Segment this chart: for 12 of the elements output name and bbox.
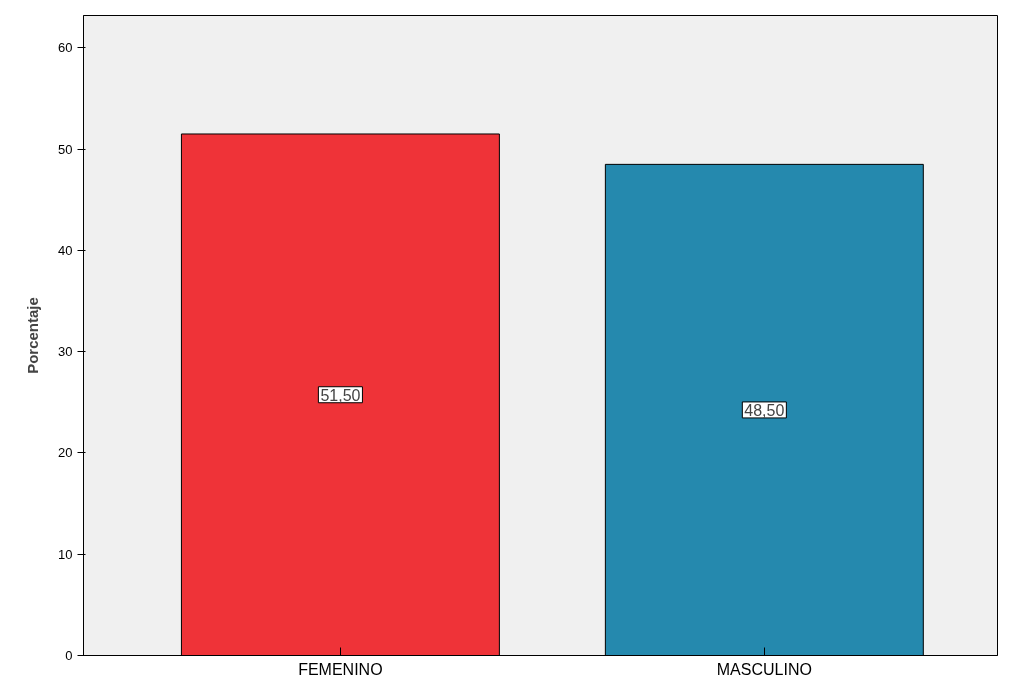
y-tick-label: 20 xyxy=(58,445,73,461)
y-axis-title: Porcentaje xyxy=(24,297,42,374)
y-tick-label: 10 xyxy=(58,546,73,562)
y-tick-label: 0 xyxy=(65,648,73,663)
data-label: 51,50 xyxy=(320,386,361,404)
x-tick-label: MASCULINO xyxy=(716,660,812,678)
y-tick-label: 30 xyxy=(58,344,73,360)
x-tick-label: FEMENINO xyxy=(298,660,383,678)
y-tick-label: 50 xyxy=(58,141,73,157)
y-tick-label: 60 xyxy=(58,40,73,56)
data-label: 48,50 xyxy=(744,401,785,419)
y-tick-label: 40 xyxy=(58,242,73,258)
